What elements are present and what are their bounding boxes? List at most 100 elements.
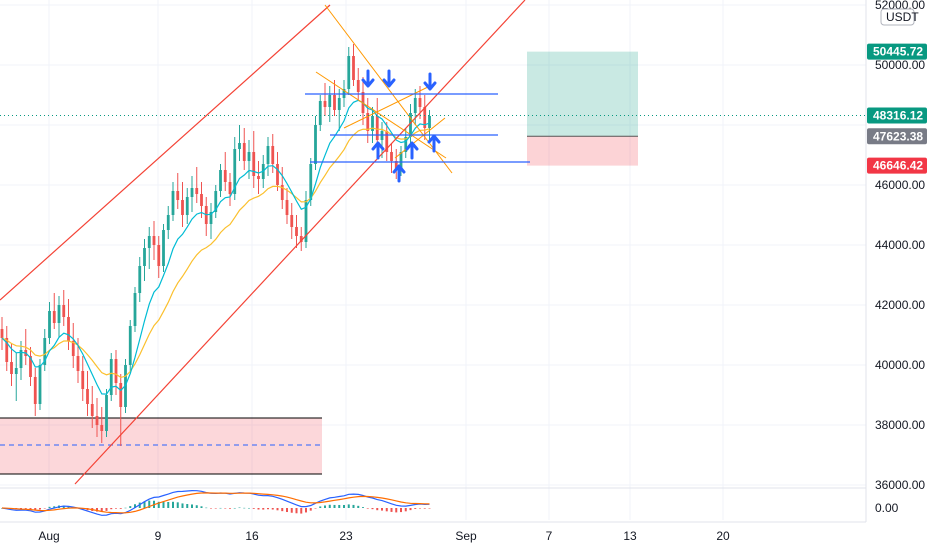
- candle-body: [128, 326, 132, 365]
- histogram-bar: [200, 506, 203, 508]
- candle-body: [86, 389, 89, 404]
- fan-line[interactable]: [324, 4, 453, 174]
- candle: [285, 188, 289, 224]
- histogram-bar: [404, 508, 407, 512]
- time-tick-label: 23: [339, 529, 353, 543]
- arrow-up-icon[interactable]: [371, 141, 385, 160]
- candle-body: [347, 56, 351, 89]
- channel-upper-line[interactable]: [0, 4, 331, 301]
- candle: [252, 131, 256, 188]
- histogram-bar: [357, 505, 360, 508]
- candle-body: [375, 116, 379, 140]
- long-position-stop-zone[interactable]: [527, 136, 638, 166]
- histogram-bar: [376, 508, 379, 511]
- price-badge[interactable]: 50445.72: [867, 43, 927, 60]
- candle-body: [299, 236, 303, 242]
- candle-body: [390, 152, 393, 161]
- candle-body: [328, 95, 332, 107]
- arrow-up-icon[interactable]: [392, 164, 406, 183]
- demand-zone[interactable]: [0, 418, 322, 474]
- histogram-bar: [210, 508, 212, 509]
- candle: [366, 98, 370, 143]
- arrow-markers[interactable]: [361, 69, 441, 183]
- histogram-bar: [124, 507, 127, 509]
- channel-lower-line[interactable]: [74, 0, 526, 485]
- candle-body: [314, 125, 317, 164]
- candle: [304, 191, 308, 248]
- oscillator-tick-label: 0.00: [875, 501, 899, 515]
- candle: [176, 173, 180, 209]
- candle-body: [290, 215, 294, 227]
- candle: [100, 407, 104, 443]
- histogram-bar: [233, 507, 236, 509]
- signal-line: [1, 492, 430, 514]
- price-badge-label: 47623.38: [873, 129, 923, 143]
- candle-body: [337, 98, 341, 110]
- candle: [214, 185, 218, 218]
- oscillator-pane: [0, 487, 866, 516]
- histogram-bar: [300, 508, 303, 514]
- price-badge[interactable]: 47623.38: [867, 128, 927, 145]
- candle: [90, 386, 94, 428]
- candle: [271, 134, 275, 173]
- candle-body: [33, 377, 37, 404]
- histogram-bar: [115, 508, 117, 509]
- arrow-down-icon[interactable]: [361, 69, 375, 88]
- drawing-lines[interactable]: [0, 0, 866, 485]
- candle-body: [190, 188, 194, 197]
- histogram-bar: [347, 504, 350, 508]
- candle: [266, 137, 270, 176]
- price-tick-label: 44000.00: [875, 238, 925, 252]
- fan-line[interactable]: [315, 71, 447, 159]
- histogram-bar: [409, 508, 412, 511]
- candles: [0, 44, 431, 446]
- fan-line[interactable]: [343, 84, 433, 129]
- candle: [257, 161, 260, 194]
- price-badge[interactable]: 48316.12: [867, 107, 927, 124]
- candle: [147, 227, 151, 269]
- candle: [10, 344, 13, 386]
- candle-body: [418, 98, 422, 107]
- candle: [290, 203, 294, 239]
- candle: [195, 167, 199, 203]
- currency-box[interactable]: [880, 8, 915, 26]
- candle-body: [323, 101, 327, 107]
- candle-body: [90, 404, 94, 416]
- time-axis[interactable]: Aug 9 16 23 Sep 7 13 20: [0, 521, 866, 543]
- fan-line[interactable]: [394, 117, 446, 159]
- time-tick-label: Sep: [455, 529, 477, 543]
- histogram-bar: [34, 508, 37, 511]
- candle-body: [185, 197, 189, 215]
- histogram-bar: [176, 502, 179, 508]
- histogram-bar: [295, 508, 298, 514]
- histogram-bar: [148, 500, 151, 508]
- histogram-bar: [395, 508, 398, 513]
- candle: [318, 95, 322, 131]
- candle-body: [133, 293, 137, 326]
- histogram-bar: [186, 504, 189, 508]
- histogram-bar: [157, 501, 160, 508]
- arrow-up-icon[interactable]: [405, 141, 419, 160]
- candle: [114, 350, 118, 395]
- long-position-profit-zone[interactable]: [527, 51, 638, 137]
- price-badge[interactable]: 46646.42: [867, 157, 927, 174]
- candle-body: [257, 176, 260, 179]
- arrow-down-icon[interactable]: [423, 72, 437, 91]
- candle: [185, 188, 189, 224]
- candle: [190, 176, 194, 212]
- candle-body: [38, 365, 42, 404]
- candle: [62, 290, 66, 326]
- arrow-up-icon[interactable]: [427, 134, 441, 153]
- candle-body: [5, 338, 9, 362]
- candle-body: [423, 107, 427, 128]
- price-axis[interactable]: 52000.0050000.0046000.0044000.0042000.00…: [865, 0, 927, 522]
- histogram-bar: [167, 501, 170, 508]
- histogram-bar: [281, 508, 284, 512]
- candle: [48, 302, 51, 344]
- candle: [223, 152, 227, 191]
- arrow-down-icon[interactable]: [382, 69, 396, 88]
- drawing-zones[interactable]: [0, 51, 638, 475]
- candle-body: [109, 359, 113, 395]
- candle-body: [181, 200, 184, 215]
